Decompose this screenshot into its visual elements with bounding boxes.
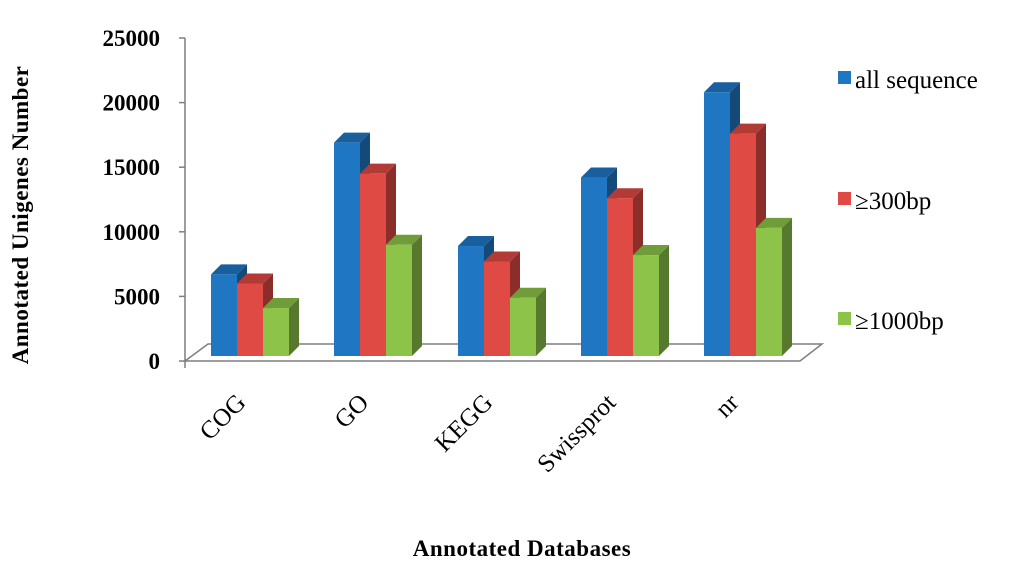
bar-top (607, 188, 643, 199)
category-label-kegg: KEGG (430, 389, 498, 457)
bar-top (334, 132, 370, 143)
category-label-swissprot: Swissprot (532, 389, 621, 478)
category-label-cog: COG (195, 389, 251, 445)
bar-swissprot-series-2 (633, 245, 669, 356)
y-tick-label: 20000 (103, 91, 161, 116)
bar-front (360, 173, 386, 356)
bar-top (730, 123, 766, 134)
y-tick-label: 10000 (103, 220, 161, 245)
bar-top (581, 167, 617, 178)
bar-front (607, 198, 633, 356)
bar-top (756, 217, 792, 228)
bar-top (704, 82, 740, 93)
bar-side (659, 245, 669, 356)
legend-swatch-1000bp (838, 312, 851, 325)
bar-kegg-series-2 (510, 287, 546, 356)
bar-side (289, 298, 299, 356)
bar-top (484, 251, 520, 262)
bar-top (458, 236, 494, 247)
y-tick-label: 5000 (114, 284, 160, 309)
bar-front (633, 255, 659, 356)
y-tick-label: 15000 (103, 155, 161, 180)
category-label-nr: nr (710, 389, 744, 423)
y-axis-title: Annotated Unigenes Number (8, 66, 33, 365)
bar-go-series-2 (386, 234, 422, 356)
bar-front (263, 308, 289, 356)
bar-front (484, 261, 510, 356)
bar-top (510, 287, 546, 298)
bar-front (211, 274, 237, 356)
bar-front (730, 133, 756, 356)
bar-side (412, 234, 422, 356)
legend-label-300bp: ≥300bp (855, 188, 931, 215)
bar-top (633, 245, 669, 256)
bar-front (704, 92, 730, 356)
bar-side (782, 217, 792, 356)
bar-top (237, 273, 273, 284)
bar-top (360, 163, 396, 174)
bar-top (211, 264, 247, 275)
x-axis-category-labels: COG GO KEGG Swissprot nr (195, 389, 745, 478)
bar-cog-series-2 (263, 298, 299, 356)
legend-swatch-all-sequence (838, 71, 851, 84)
legend: all sequence ≥300bp ≥1000bp (838, 67, 978, 335)
category-label-go: GO (330, 389, 375, 434)
bar-top (263, 298, 299, 309)
bar-front (581, 177, 607, 356)
bar-front (334, 142, 360, 356)
y-tick-label: 25000 (103, 26, 161, 51)
bar-nr-series-2 (756, 217, 792, 356)
bar-front (510, 297, 536, 356)
bar-top (386, 234, 422, 245)
legend-label-1000bp: ≥1000bp (855, 308, 944, 335)
x-axis-title: Annotated Databases (413, 536, 631, 561)
bar-front (756, 227, 782, 356)
bar-front (237, 283, 263, 356)
y-tick-label: 0 (149, 349, 161, 374)
bar-front (458, 246, 484, 356)
bars (211, 82, 792, 356)
legend-swatch-300bp (838, 192, 851, 205)
bar-side (536, 287, 546, 356)
bar-front (386, 244, 412, 356)
legend-label-all-sequence: all sequence (855, 67, 978, 94)
y-axis-ticks: 0 5000 10000 15000 20000 25000 (103, 26, 185, 374)
